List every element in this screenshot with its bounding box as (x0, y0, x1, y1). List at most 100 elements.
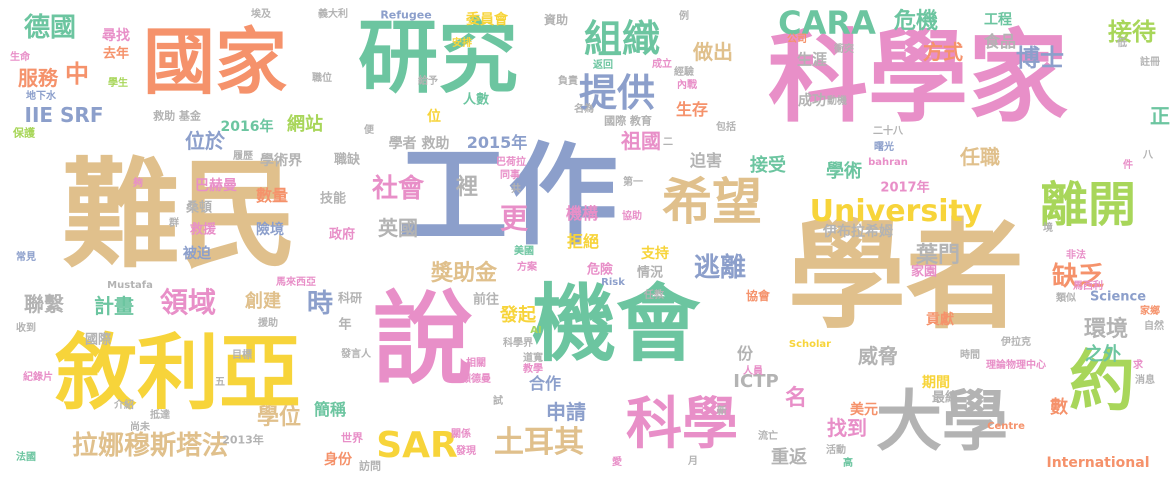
word-196: 便 (364, 125, 374, 136)
word-197: 境 (1043, 223, 1053, 234)
word-30: 葉門 (915, 243, 961, 268)
word-32: 環境 (1083, 317, 1129, 342)
word-5: 國家 (142, 20, 288, 104)
word-143: 八 (1143, 150, 1153, 161)
word-154: 自然 (1144, 321, 1164, 332)
word-88: 職缺 (333, 152, 361, 168)
word-77: 2016年 (220, 119, 274, 135)
word-173: 科學界 (503, 338, 533, 349)
word-163: 活動 (826, 445, 846, 456)
word-185: 援助 (258, 318, 278, 329)
word-17: 提供 (578, 71, 656, 115)
word-98: 委員會 (466, 12, 508, 28)
word-167: 愛 (612, 457, 622, 468)
word-7: 機會 (531, 275, 701, 373)
word-67: 之外 (1085, 344, 1121, 365)
word-157: 時間 (960, 350, 980, 361)
word-101: 國際 教育 (604, 114, 652, 128)
word-61: 申請 (546, 400, 586, 424)
word-18: 德國 (23, 13, 77, 43)
word-135: 例 (679, 11, 689, 22)
word-64: 威脅 (858, 344, 898, 368)
word-1: 科學家 (768, 19, 1068, 136)
word-155: 伊拉克 (1001, 337, 1031, 348)
word-39: 做出 (693, 40, 733, 64)
word-159: 消息 (1135, 375, 1155, 386)
word-72: 份 (736, 344, 754, 363)
word-175: 道寬 (523, 353, 543, 364)
word-37: 危機 (893, 9, 939, 34)
word-166: 月 (688, 456, 698, 467)
word-178: 內戰 (677, 80, 697, 91)
word-33: 更 (499, 202, 529, 235)
word-78: 學者 救助 (388, 136, 450, 152)
word-29: 逃離 (693, 253, 747, 283)
word-116: 義大利 (318, 9, 348, 20)
word-95: International (1046, 455, 1150, 471)
word-181: 常見 (16, 252, 36, 263)
word-54: 拒絕 (566, 232, 600, 251)
word-91: 貢獻 (926, 312, 954, 328)
word-114: 履歷 (233, 151, 253, 162)
word-117: 埃及 (251, 9, 271, 20)
word-102: 位 (427, 109, 441, 125)
word-171: 相關 (466, 358, 486, 369)
word-124: 負責 (558, 76, 578, 87)
word-120: 職位 (312, 73, 332, 84)
word-123: 返回 (593, 60, 613, 71)
word-0: 難民 (61, 146, 299, 284)
word-176: 教學 (523, 364, 543, 375)
word-19: 中 (65, 60, 89, 88)
word-194: 人員 (743, 366, 763, 377)
word-158: 求 (1133, 360, 1143, 371)
word-60: 發起 (500, 305, 536, 326)
word-12: 希望 (662, 173, 762, 231)
word-144: 件 (1123, 160, 1133, 171)
word-97: 去年 (102, 46, 130, 62)
word-148: 任教 (644, 290, 664, 301)
word-55: 支持 (641, 246, 669, 262)
word-193: 法國 (16, 452, 36, 463)
word-59: 創建 (245, 291, 281, 312)
word-142: bahran (868, 157, 908, 168)
word-162: 流亡 (758, 431, 778, 442)
word-40: 食品 (983, 32, 1017, 51)
word-45: 祖國 (621, 129, 661, 153)
word-99: 資助 (543, 13, 569, 27)
word-93: 家園 (910, 264, 938, 280)
word-27: 博士 (1016, 44, 1064, 72)
word-48: 任職 (960, 145, 1000, 169)
word-100: 人數 (462, 92, 490, 108)
word-83: 救援 (189, 222, 217, 238)
word-10: 約 (1069, 343, 1135, 420)
word-145: 美國 (514, 246, 534, 257)
word-92: 最終 (931, 390, 959, 406)
word-52: 英國 (378, 216, 418, 240)
word-136: 二 (663, 137, 673, 148)
word-137: 巴荷拉 (496, 157, 526, 168)
word-44: 生存 (675, 100, 709, 119)
word-26: 時 (306, 289, 334, 319)
word-125: 成立 (652, 59, 672, 70)
word-191: 抵達 (150, 410, 170, 421)
word-62: 名 (784, 386, 808, 411)
word-133: 二十八 (873, 126, 903, 137)
word-150: 非法 (1066, 250, 1086, 261)
word-65: 重返 (771, 447, 807, 468)
word-66: 期間 (922, 375, 950, 391)
word-42: 生涯 (796, 50, 828, 69)
word-6: 說 (373, 281, 473, 398)
word-108: 國際 (84, 332, 112, 348)
word-183: 夠 (133, 178, 143, 189)
word-122: 安排 (452, 38, 472, 49)
word-170: 試 (493, 396, 503, 407)
word-109: 世界 (341, 431, 363, 445)
word-51: 裡 (455, 175, 479, 200)
word-68: 數 (1050, 397, 1068, 418)
word-138: 同事 (500, 170, 520, 181)
word-82: 桑頓 (185, 200, 213, 216)
word-73: 簡稱 (313, 400, 347, 419)
word-151: 馬西利 (1073, 281, 1103, 292)
word-164: 高 (843, 458, 853, 469)
